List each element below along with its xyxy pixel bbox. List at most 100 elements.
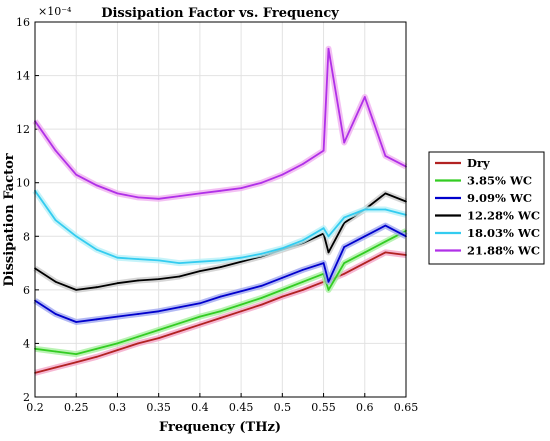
series-point (281, 276, 284, 279)
series-point (260, 284, 263, 287)
legend-label: 21.88% WC (467, 244, 540, 258)
series-point (137, 335, 140, 338)
series-point (54, 149, 57, 152)
series-point (75, 235, 78, 238)
series-point (384, 251, 387, 254)
series-point (281, 289, 284, 291)
series-point (178, 275, 181, 278)
series-point (116, 342, 119, 345)
x-tick-label: 0.55 (311, 401, 336, 414)
y-tick-label: 6 (23, 284, 30, 297)
series-point (281, 173, 284, 176)
x-tick-label: 0.3 (109, 401, 127, 414)
y-tick-label: 4 (23, 337, 30, 350)
series-point (75, 321, 78, 323)
series-point (302, 268, 304, 271)
x-tick-label: 0.35 (146, 401, 171, 414)
series-point (54, 313, 57, 315)
y-axis-label: Dissipation Factor (2, 153, 17, 286)
series-point (219, 295, 222, 298)
series-point (157, 197, 160, 200)
series-point (343, 272, 346, 275)
series-point (199, 315, 201, 318)
y-multiplier-label: ×10⁻⁴ (38, 5, 72, 18)
x-tick-label: 0.2 (26, 401, 44, 414)
series-point (95, 184, 98, 187)
series-point (240, 256, 243, 259)
series-point (157, 259, 160, 262)
series-point (54, 219, 57, 222)
series-point (137, 342, 140, 345)
series-point (260, 181, 263, 184)
series-point (116, 315, 119, 318)
series-point (384, 208, 387, 211)
series-point (240, 310, 243, 313)
series-point (75, 289, 78, 291)
series-point (95, 248, 98, 251)
series-point (384, 224, 387, 227)
y-tick-label: 14 (16, 70, 30, 83)
series-point (116, 192, 119, 195)
series-point (157, 337, 160, 339)
series-point (322, 149, 325, 152)
x-tick-label: 0.6 (356, 401, 374, 414)
series-point (157, 310, 160, 313)
series-point (327, 289, 330, 291)
series-point (363, 96, 366, 98)
y-tick-label: 16 (16, 16, 30, 29)
series-point (327, 280, 330, 283)
series-point (199, 270, 201, 272)
series-point (343, 216, 346, 219)
series-point (95, 347, 98, 350)
series-point (116, 282, 119, 285)
series-point (178, 322, 181, 325)
plot-frame (34, 21, 407, 398)
series-point (137, 258, 140, 260)
series-point (116, 349, 119, 351)
series-point (95, 318, 98, 321)
legend-label: 12.28% WC (467, 209, 540, 223)
series-point (75, 173, 78, 176)
series-point (240, 290, 243, 293)
series-point (302, 289, 304, 291)
legend-box (428, 151, 545, 265)
y-tick-label: 12 (16, 123, 30, 136)
series-point (327, 251, 330, 254)
series-point (384, 192, 387, 195)
series-point (178, 195, 181, 198)
series-line (34, 230, 407, 356)
series-point (343, 141, 346, 144)
series-point (281, 295, 284, 298)
series-point (219, 189, 222, 192)
series-point (302, 239, 304, 242)
series-point (178, 262, 181, 264)
series-point (75, 361, 78, 364)
series-point (178, 330, 181, 333)
series-point (302, 163, 304, 165)
series-line (34, 224, 407, 323)
series-point (75, 353, 78, 355)
series-point (343, 246, 346, 248)
series-line (34, 192, 407, 291)
series-point (343, 262, 346, 264)
x-tick-label: 0.45 (229, 401, 254, 414)
series-point (116, 256, 119, 259)
plot-area (35, 22, 406, 397)
legend-label: 18.03% WC (467, 226, 540, 240)
series-point (95, 355, 98, 358)
series-point (219, 317, 222, 319)
series-point (199, 260, 201, 263)
series-point (327, 47, 330, 50)
series-point (157, 278, 160, 280)
y-tick-label: 8 (23, 230, 30, 243)
series-point (54, 366, 57, 369)
series-point (363, 208, 366, 211)
series-point (137, 279, 140, 282)
x-tick-label: 0.65 (394, 401, 419, 414)
series-point (54, 350, 57, 353)
series-point (260, 297, 263, 299)
series-line (34, 190, 407, 265)
y-tick-label: 10 (16, 177, 30, 190)
